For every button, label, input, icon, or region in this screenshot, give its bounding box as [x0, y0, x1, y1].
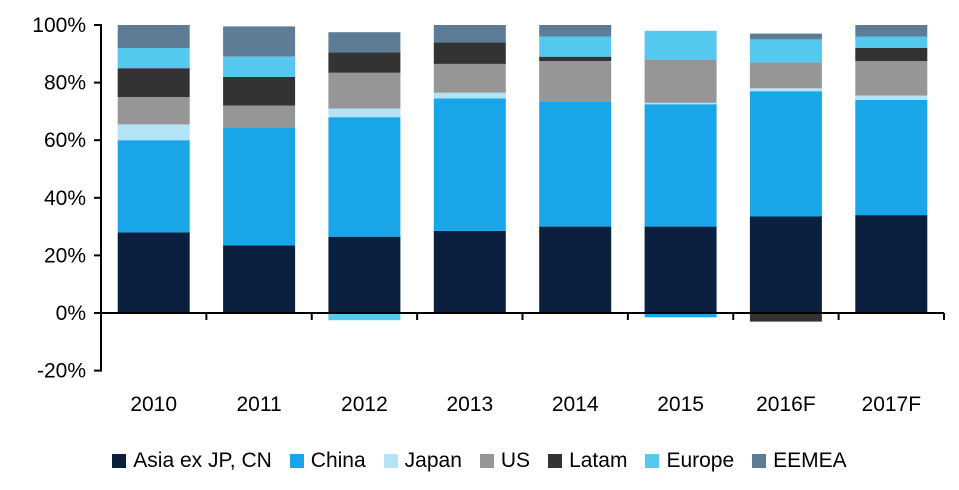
bar-segment-us-2013: [433, 63, 506, 93]
bar-segment-eemea-2013: [433, 25, 506, 43]
legend-swatch: [112, 454, 127, 468]
y-tick-label: 0%: [56, 302, 86, 325]
chart-legend: Asia ex JP, CN China Japan US Latam Europe EEM…: [0, 443, 959, 479]
bar-segment-china-2016f: [749, 91, 822, 217]
bar-negative-segment-latam-2016f: [749, 313, 822, 322]
bar-segment-europe-2011: [223, 56, 296, 77]
x-tick-label: 2017F: [862, 393, 922, 416]
bar-segment-asia-ex-jp-cn-2013: [433, 230, 506, 313]
y-tick-label: 80%: [44, 72, 86, 95]
bar-segment-us-2010: [117, 97, 190, 125]
bar-segment-eemea-2016f: [749, 33, 822, 40]
legend-swatch: [752, 454, 767, 468]
legend-item-eemea: EEMEA: [752, 449, 847, 473]
bar-segment-japan-2013: [433, 92, 506, 99]
bar-segment-europe-2016f: [749, 39, 822, 63]
legend-swatch: [289, 454, 304, 468]
bar-segment-latam-2011: [223, 76, 296, 106]
bar-segment-japan-2016f: [749, 88, 822, 92]
legend-item-us: US: [479, 449, 531, 473]
legend-swatch: [479, 454, 494, 468]
bar-segment-us-2015: [644, 59, 717, 103]
legend-item-europe: Europe: [645, 449, 734, 473]
x-tick-label: 2013: [446, 393, 493, 416]
bar-segment-japan-2010: [117, 124, 190, 141]
legend-swatch: [383, 454, 398, 468]
bar-segment-latam-2017f: [855, 48, 928, 61]
bar-segment-asia-ex-jp-cn-2014: [539, 226, 612, 313]
bar-segment-eemea-2014: [539, 25, 612, 37]
bar-segment-japan-2015: [644, 102, 717, 105]
bar-segment-latam-2014: [539, 56, 612, 61]
legend-item-japan: Japan: [383, 449, 462, 473]
bar-segment-eemea-2017f: [855, 25, 928, 37]
x-tick-label: 2016F: [756, 393, 816, 416]
bar-segment-latam-2013: [433, 42, 506, 64]
legend-label: Japan: [404, 449, 462, 472]
bar-segment-europe-2017f: [855, 36, 928, 48]
x-tick-label: 2014: [552, 393, 599, 416]
bar-segment-asia-ex-jp-cn-2016f: [749, 216, 822, 313]
y-tick-label: 100%: [32, 14, 86, 37]
y-tick-label: 60%: [44, 129, 86, 152]
bar-segment-china-2017f: [855, 99, 928, 216]
bar-segment-china-2014: [539, 101, 612, 227]
bar-segment-asia-ex-jp-cn-2015: [644, 226, 717, 313]
bar-segment-us-2016f: [749, 62, 822, 89]
bar-negative-segment-china-2015: [644, 313, 717, 318]
bars-layer: [117, 25, 928, 322]
x-tick-label: 2010: [130, 393, 177, 416]
legend-label: Europe: [666, 449, 735, 472]
bar-segment-asia-ex-jp-cn-2011: [223, 245, 296, 313]
bar-segment-europe-2014: [539, 36, 612, 57]
bar-segment-china-2010: [117, 140, 190, 233]
ticks-layer: 2010 2011 2012 2013 2014 2015 2016F 2017F -20% 0%…: [32, 14, 945, 416]
bar-segment-china-2015: [644, 104, 717, 227]
bar-segment-europe-2015: [644, 30, 717, 60]
legend-label: Latam: [569, 449, 628, 472]
bar-segment-us-2014: [539, 61, 612, 102]
legend-label: EEMEA: [773, 449, 847, 472]
bar-segment-us-2012: [328, 72, 401, 109]
bar-segment-eemea-2012: [328, 32, 401, 53]
legend-item-china: China: [289, 449, 366, 473]
legend-swatch: [645, 454, 660, 468]
bar-segment-us-2017f: [855, 61, 928, 96]
bar-segment-china-2011: [223, 127, 296, 246]
bar-segment-eemea-2010: [117, 25, 190, 48]
x-tick-label: 2011: [237, 393, 282, 416]
legend-swatch: [548, 454, 563, 468]
legend-item-asia-ex-jp-cn: Asia ex JP, CN: [112, 449, 272, 473]
bar-segment-china-2012: [328, 117, 401, 237]
bar-segment-latam-2010: [117, 68, 190, 97]
legend-item-latam: Latam: [548, 449, 627, 473]
bar-segment-japan-2012: [328, 108, 401, 118]
legend-label: China: [310, 449, 366, 472]
x-tick-label: 2012: [341, 393, 388, 416]
y-tick-label: 40%: [44, 187, 86, 210]
bar-segment-europe-2010: [117, 48, 190, 69]
bar-segment-latam-2012: [328, 52, 401, 73]
x-tick-label: 2015: [657, 393, 704, 416]
bar-negative-segment-europe-2012: [328, 313, 401, 321]
legend-label: US: [500, 449, 531, 472]
bar-segment-asia-ex-jp-cn-2010: [117, 232, 190, 313]
bar-segment-asia-ex-jp-cn-2017f: [855, 215, 928, 313]
bar-segment-eemea-2011: [223, 26, 296, 57]
bar-segment-china-2013: [433, 98, 506, 231]
y-tick-label: -20%: [37, 360, 86, 383]
y-tick-label: 20%: [44, 244, 86, 267]
legend-label: Asia ex JP, CN: [133, 449, 272, 472]
bar-segment-japan-2017f: [855, 95, 928, 100]
stacked-bar-chart: 2010 2011 2012 2013 2014 2015 2016F 2017F -20% 0%…: [32, 14, 945, 416]
bar-segment-asia-ex-jp-cn-2012: [328, 236, 401, 313]
bar-segment-us-2011: [223, 105, 296, 128]
